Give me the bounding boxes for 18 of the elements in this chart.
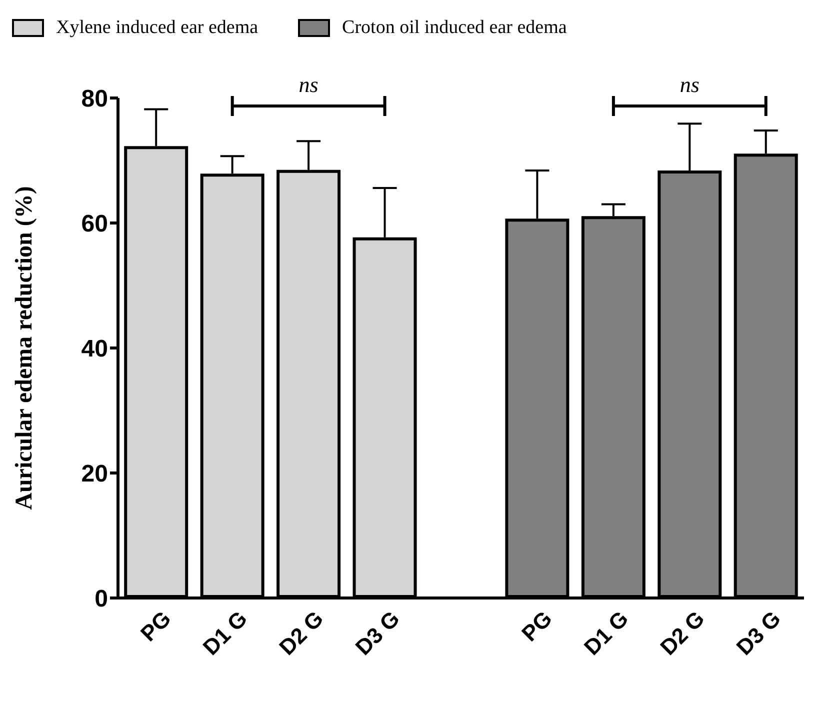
x-tick-label: PG — [136, 606, 176, 646]
y-tick-label: 80 — [81, 86, 108, 113]
y-tick-label: 20 — [81, 460, 108, 488]
text: ns — [680, 72, 700, 97]
y-axis-title: Auricular edema reduction (%) — [12, 186, 38, 510]
text: ns — [298, 72, 318, 97]
x-tick-label: D2 G — [655, 606, 710, 660]
x-tick-label: D1 G — [198, 606, 252, 660]
y-tick-label: 0 — [94, 586, 108, 613]
y-tick-label: 60 — [81, 210, 108, 238]
y-tick-label: 40 — [81, 336, 108, 363]
x-tick-label: D2 G — [274, 606, 328, 660]
legend-label: Croton oil induced ear edema — [342, 17, 567, 39]
legend-label: Xylene induced ear edema — [56, 17, 258, 39]
x-tick-label: D1 G — [579, 606, 634, 660]
x-tick-label: D3 G — [732, 606, 786, 660]
x-tick-label: D3 G — [350, 606, 404, 660]
x-tick-label: PG — [516, 606, 557, 646]
